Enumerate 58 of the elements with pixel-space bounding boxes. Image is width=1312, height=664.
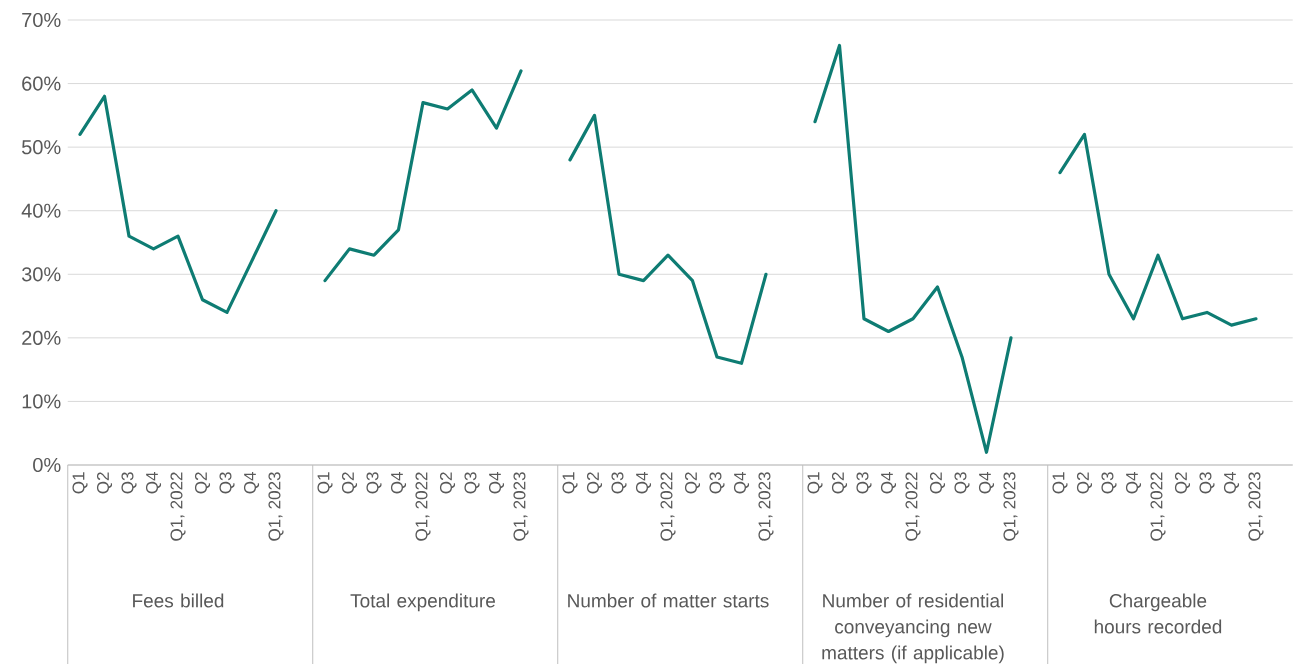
text: Chargeable hours recorded bbox=[1094, 593, 1222, 634]
text: Number of matter starts bbox=[568, 593, 769, 608]
x-tick-label: Q1, 2023 bbox=[1248, 472, 1264, 541]
text: Fees billed bbox=[133, 593, 224, 608]
y-tick-label: 60% bbox=[22, 76, 61, 91]
x-tick-label: Q3 bbox=[954, 472, 970, 494]
x-tick-label: Q3 bbox=[709, 472, 725, 494]
x-tick-label: Q4 bbox=[978, 472, 995, 494]
x-tick-label: Q4 bbox=[390, 472, 407, 494]
x-tick-label: Q1, 2023 bbox=[513, 472, 529, 541]
x-tick-label: Q1, 2023 bbox=[1003, 472, 1019, 541]
x-tick-label: Q1 bbox=[562, 472, 578, 494]
x-tick-label: Q3 bbox=[464, 472, 480, 494]
y-tick-label: 10% bbox=[22, 394, 61, 409]
y-tick-label: 50% bbox=[21, 140, 61, 155]
x-tick-label: Q2 bbox=[586, 472, 603, 494]
y-tick-label: 20% bbox=[22, 330, 61, 345]
x-tick-label: Q4 bbox=[145, 472, 162, 494]
x-tick-label: Q2 bbox=[96, 472, 113, 494]
x-tick-label: Q4 bbox=[243, 472, 260, 494]
x-tick-label: Q1, 2023 bbox=[758, 472, 774, 541]
x-tick-label: Q1 bbox=[72, 472, 88, 494]
x-tick-label: Q4 bbox=[733, 472, 750, 494]
x-tick-label: Q1, 2023 bbox=[268, 472, 284, 541]
x-tick-label: Q1 bbox=[807, 472, 823, 494]
x-tick-label: Q4 bbox=[1125, 472, 1142, 494]
x-tick-label: Q3 bbox=[1101, 472, 1117, 494]
x-tick-label: Q4 bbox=[880, 472, 897, 494]
x-tick-label: Q1, 2022 bbox=[1150, 472, 1166, 541]
x-tick-label: Q2 bbox=[831, 472, 848, 494]
x-tick-label: Q3 bbox=[219, 472, 235, 494]
x-tick-label: Q3 bbox=[366, 472, 382, 494]
x-tick-label: Q3 bbox=[856, 472, 872, 494]
x-tick-label: Q4 bbox=[635, 472, 652, 494]
x-tick-label: Q2 bbox=[1076, 472, 1093, 494]
y-tick-label: 30% bbox=[21, 267, 61, 282]
text: Total expenditure bbox=[350, 593, 495, 612]
x-tick-label: Q3 bbox=[121, 472, 137, 494]
y-tick-label: 0% bbox=[33, 457, 61, 473]
x-tick-label: Q2 bbox=[929, 472, 946, 494]
x-tick-label: Q3 bbox=[1199, 472, 1215, 494]
x-tick-label: Q1, 2022 bbox=[905, 472, 921, 541]
x-tick-label: Q2 bbox=[1174, 472, 1191, 494]
x-tick-label: Q2 bbox=[684, 472, 701, 494]
x-tick-label: Q1 bbox=[317, 472, 333, 494]
x-tick-label: Q1, 2022 bbox=[660, 472, 676, 541]
x-tick-label: Q1 bbox=[1052, 472, 1068, 494]
x-tick-label: Q1, 2022 bbox=[170, 472, 186, 541]
x-tick-label: Q2 bbox=[194, 472, 211, 494]
x-tick-label: Q3 bbox=[611, 472, 627, 494]
y-tick-label: 70% bbox=[22, 12, 61, 28]
x-tick-label: Q1, 2022 bbox=[415, 472, 431, 541]
x-tick-label: Q2 bbox=[439, 472, 456, 494]
x-tick-label: Q2 bbox=[341, 472, 358, 494]
x-tick-label: Q4 bbox=[1223, 472, 1240, 494]
y-tick-label: 40% bbox=[21, 203, 61, 218]
text: Number of residential conveyancing new matters (if applicable) bbox=[822, 593, 1004, 664]
x-tick-label: Q4 bbox=[488, 472, 505, 494]
